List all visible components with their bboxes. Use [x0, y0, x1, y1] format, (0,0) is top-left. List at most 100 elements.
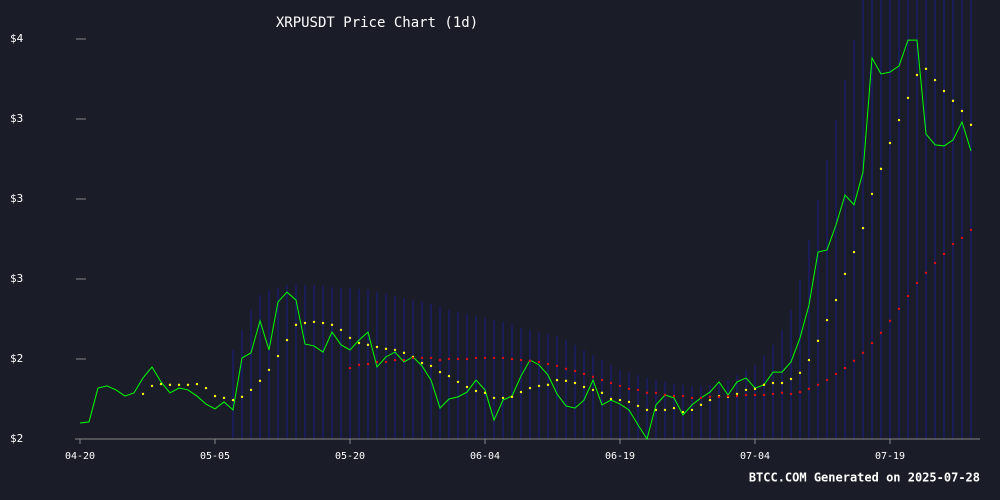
ma-dot [159, 382, 163, 386]
ma-dot [636, 404, 640, 408]
ma-dot [177, 383, 181, 387]
ma-dot [195, 382, 199, 386]
ma-dot [780, 391, 784, 395]
ma-dot [618, 384, 622, 388]
ma-dot [420, 356, 424, 360]
band-layer [232, 0, 972, 439]
ma-dot [744, 388, 748, 392]
ma-dot [897, 307, 901, 311]
ma-dot [276, 354, 280, 358]
ma-dot [519, 358, 523, 362]
ma-dot [654, 408, 658, 412]
ma-dot [627, 387, 631, 391]
ma-dot [789, 392, 793, 396]
ma-dot [204, 386, 208, 390]
ma-dot [258, 379, 262, 383]
ma-dot [852, 359, 856, 363]
ma-dot [474, 389, 478, 393]
ma-dot [501, 356, 505, 360]
ma-dot [600, 378, 604, 382]
ma-dot [708, 395, 712, 399]
ma-dot [375, 345, 379, 349]
ma-dot [465, 357, 469, 361]
ma-dot [843, 366, 847, 370]
x-tick-label: 06-19 [605, 451, 635, 462]
ma-dot [699, 403, 703, 407]
ma-dot [933, 261, 937, 265]
ma-dot [492, 396, 496, 400]
ma-dot [708, 398, 712, 402]
ma-dot [150, 384, 154, 388]
ma-dot [447, 374, 451, 378]
ma-dot [636, 388, 640, 392]
ma-dot [366, 362, 370, 366]
ma-dot [951, 99, 955, 103]
ma-dot [807, 387, 811, 391]
ma-dot [690, 408, 694, 412]
ma-dot [429, 356, 433, 360]
ma-dot [645, 391, 649, 395]
ma-dot [681, 410, 685, 414]
ma-dot [267, 368, 271, 372]
ma-dot [834, 372, 838, 376]
y-tick-label: $2 [10, 352, 23, 365]
ma-dot [249, 388, 253, 392]
ma-dot [384, 360, 388, 364]
ma-dot [915, 73, 919, 77]
ma-dot [672, 394, 676, 398]
ma-dot [951, 242, 955, 246]
ma-dot [384, 347, 388, 351]
ma-dot [222, 396, 226, 400]
ma-dot [591, 388, 595, 392]
ma-dot [357, 341, 361, 345]
ma-dot [582, 385, 586, 389]
ma-dot [834, 298, 838, 302]
ma-dot [375, 360, 379, 364]
ma-dot [573, 369, 577, 373]
ma-dot [402, 358, 406, 362]
ma-dot [726, 394, 730, 398]
ma-dot [735, 394, 739, 398]
ma-dot [546, 362, 550, 366]
ma-dot [969, 123, 973, 127]
ma-dot [618, 398, 622, 402]
ma-dot [861, 351, 865, 355]
ma-dot [807, 358, 811, 362]
ma-dot [771, 381, 775, 385]
ma-dot [789, 377, 793, 381]
ma-dot [519, 390, 523, 394]
ma-dot [573, 381, 577, 385]
ma-dot [771, 392, 775, 396]
x-tick-label: 05-20 [335, 451, 365, 462]
ma-dot [672, 406, 676, 410]
ma-dot [303, 321, 307, 325]
ma-dot [483, 391, 487, 395]
ma-dot [294, 323, 298, 327]
ma-dot [465, 385, 469, 389]
ma-dot [942, 252, 946, 256]
ma-dot [924, 271, 928, 275]
ma-dot [852, 250, 856, 254]
ma-dot [888, 319, 892, 323]
ma-dot [564, 379, 568, 383]
ma-dot [510, 357, 514, 361]
ma-dot [168, 383, 172, 387]
ma-dot [240, 395, 244, 399]
ma-dot [681, 394, 685, 398]
ma-dot [600, 391, 604, 395]
y-tick-label: $4 [10, 32, 24, 45]
ma-dot [348, 366, 352, 370]
ma-dot [537, 384, 541, 388]
chart-title: XRPUSDT Price Chart (1d) [276, 15, 478, 31]
ma-dot [483, 356, 487, 360]
ma-dot [753, 387, 757, 391]
ma-dot [393, 348, 397, 352]
ma-dot [348, 336, 352, 340]
ma-dot [762, 393, 766, 397]
ma-dot [591, 375, 595, 379]
ma-dot [780, 381, 784, 385]
ma-dot [546, 383, 550, 387]
ma-dot [537, 360, 541, 364]
